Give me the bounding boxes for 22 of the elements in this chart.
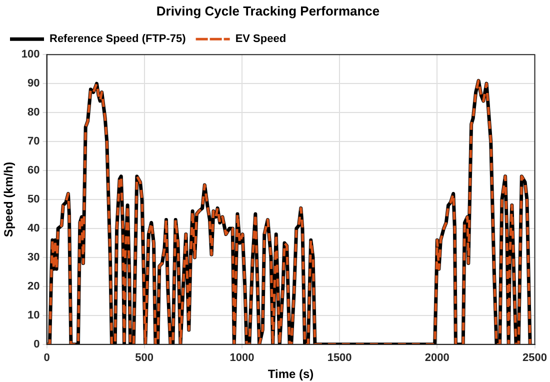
- y-tick-label: 70: [28, 136, 40, 148]
- y-tick-label: 40: [28, 222, 40, 235]
- legend-label: Reference Speed (FTP-75): [50, 33, 186, 46]
- x-tick-label: 1000: [230, 352, 254, 364]
- y-tick-label: 90: [28, 78, 40, 90]
- y-tick-label: 20: [28, 280, 40, 292]
- y-axis-title: Speed (km/h): [2, 162, 16, 238]
- y-tick-label: 50: [28, 194, 40, 206]
- y-tick-label: 30: [28, 251, 40, 264]
- x-tick-label: 1500: [327, 352, 352, 364]
- y-tick-label: 60: [28, 164, 40, 177]
- x-tick-label: 2000: [424, 352, 450, 364]
- y-tick-label: 80: [28, 106, 40, 119]
- x-tick-label: 0: [44, 352, 50, 364]
- x-tick-label: 2500: [522, 352, 548, 364]
- y-tick-label: 100: [21, 48, 40, 61]
- y-tick-label: 10: [28, 309, 40, 322]
- x-axis-title: Time (s): [268, 367, 314, 382]
- chart-title: Driving Cycle Tracking Performance: [156, 3, 380, 18]
- x-tick-label: 500: [135, 352, 154, 364]
- y-tick-label: 0: [34, 338, 40, 350]
- legend-label: EV Speed: [235, 33, 286, 46]
